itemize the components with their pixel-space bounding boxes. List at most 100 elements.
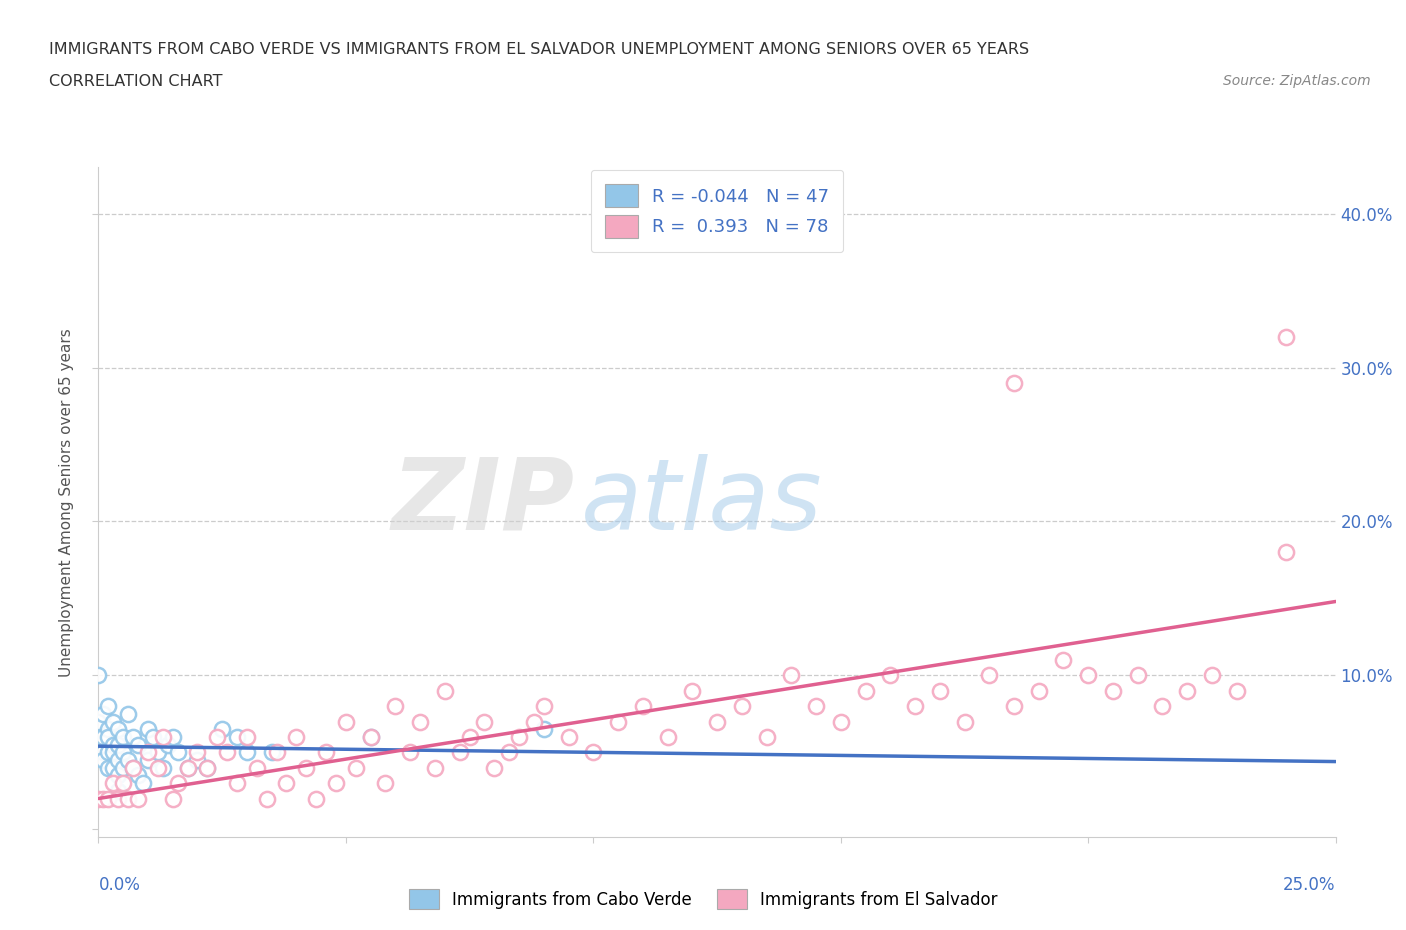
Point <box>112 729 135 744</box>
Point <box>325 776 347 790</box>
Point <box>226 776 249 790</box>
Text: atlas: atlas <box>581 454 823 551</box>
Point <box>103 745 125 760</box>
Point <box>166 776 188 790</box>
Point <box>93 729 115 744</box>
Point <box>152 761 174 776</box>
Point <box>97 791 120 806</box>
Point <box>136 752 159 767</box>
Text: CORRELATION CHART: CORRELATION CHART <box>49 74 222 89</box>
Point <box>103 714 125 729</box>
Point <box>1126 668 1149 683</box>
Point <box>136 745 159 760</box>
Point <box>87 791 110 806</box>
Text: IMMIGRANTS FROM CABO VERDE VS IMMIGRANTS FROM EL SALVADOR UNEMPLOYMENT AMONG SEN: IMMIGRANTS FROM CABO VERDE VS IMMIGRANTS… <box>49 42 1029 57</box>
Point <box>176 761 198 776</box>
Point <box>122 729 145 744</box>
Point <box>122 761 145 776</box>
Point <box>523 714 546 729</box>
Point <box>484 761 506 776</box>
Point <box>236 729 259 744</box>
Text: 0.0%: 0.0% <box>98 876 141 894</box>
Point <box>1002 698 1025 713</box>
Point <box>804 698 827 713</box>
Point <box>458 729 481 744</box>
Point <box>423 761 446 776</box>
Legend: R = -0.044   N = 47, R =  0.393   N = 78: R = -0.044 N = 47, R = 0.393 N = 78 <box>591 170 844 252</box>
Point <box>953 714 976 729</box>
Point <box>1077 668 1099 683</box>
Text: ZIP: ZIP <box>392 454 575 551</box>
Point <box>533 698 555 713</box>
Point <box>433 684 456 698</box>
Point <box>360 729 382 744</box>
Point <box>127 791 149 806</box>
Point <box>103 761 125 776</box>
Point <box>117 707 139 722</box>
Point <box>681 684 703 698</box>
Point <box>112 745 135 760</box>
Point <box>631 698 654 713</box>
Point <box>103 737 125 752</box>
Point <box>295 761 318 776</box>
Point <box>107 768 129 783</box>
Point <box>399 745 422 760</box>
Point <box>474 714 496 729</box>
Point <box>979 668 1001 683</box>
Point <box>1275 545 1298 560</box>
Point <box>879 668 901 683</box>
Point <box>449 745 471 760</box>
Point <box>246 761 269 776</box>
Point <box>107 722 129 737</box>
Point <box>236 745 259 760</box>
Point <box>103 776 125 790</box>
Text: Source: ZipAtlas.com: Source: ZipAtlas.com <box>1223 74 1371 88</box>
Point <box>93 745 115 760</box>
Point <box>360 729 382 744</box>
Point <box>132 776 155 790</box>
Point <box>226 729 249 744</box>
Point <box>117 752 139 767</box>
Point <box>1226 684 1249 698</box>
Point <box>508 729 530 744</box>
Point <box>117 791 139 806</box>
Point <box>582 745 605 760</box>
Point <box>928 684 950 698</box>
Point <box>217 745 239 760</box>
Point <box>87 714 110 729</box>
Point <box>211 722 233 737</box>
Point <box>1275 329 1298 344</box>
Point <box>127 737 149 752</box>
Point <box>112 776 135 790</box>
Point <box>384 698 406 713</box>
Point <box>1002 376 1025 391</box>
Point <box>97 761 120 776</box>
Point <box>1028 684 1050 698</box>
Point <box>195 761 218 776</box>
Point <box>97 698 120 713</box>
Point <box>107 791 129 806</box>
Point <box>166 745 188 760</box>
Point <box>305 791 328 806</box>
Point <box>93 752 115 767</box>
Point <box>152 729 174 744</box>
Point <box>97 745 120 760</box>
Point <box>266 745 288 760</box>
Point <box>607 714 630 729</box>
Point <box>276 776 298 790</box>
Point <box>256 791 278 806</box>
Point <box>127 768 149 783</box>
Point <box>162 729 184 744</box>
Point <box>195 761 218 776</box>
Point <box>830 714 852 729</box>
Point <box>107 737 129 752</box>
Point <box>260 745 283 760</box>
Point <box>344 761 367 776</box>
Point <box>186 752 208 767</box>
Point <box>1152 698 1174 713</box>
Legend: Immigrants from Cabo Verde, Immigrants from El Salvador: Immigrants from Cabo Verde, Immigrants f… <box>401 881 1005 917</box>
Point <box>176 761 198 776</box>
Point <box>146 745 169 760</box>
Point <box>409 714 432 729</box>
Point <box>780 668 803 683</box>
